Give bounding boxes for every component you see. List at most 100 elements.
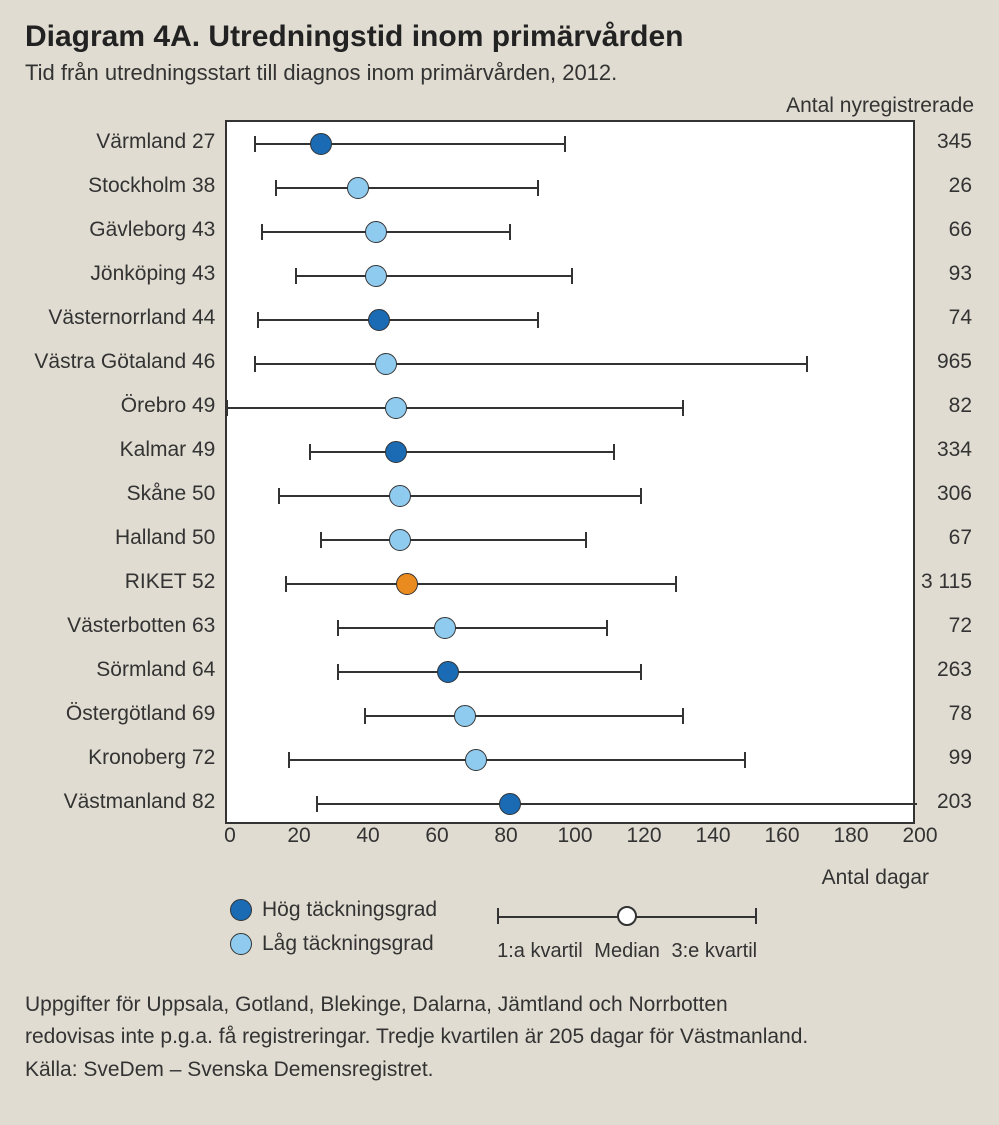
q1-cap bbox=[309, 444, 311, 460]
data-row bbox=[227, 298, 913, 342]
chart-title: Diagram 4A. Utredningstid inom primärvår… bbox=[25, 20, 974, 54]
x-tick: 80 bbox=[494, 824, 517, 848]
data-row bbox=[227, 738, 913, 782]
x-tick: 180 bbox=[833, 824, 868, 848]
whisker bbox=[286, 583, 676, 585]
q3-cap bbox=[806, 356, 808, 372]
whisker bbox=[310, 451, 614, 453]
data-row bbox=[227, 782, 913, 826]
row-count: 66 bbox=[915, 208, 974, 252]
right-column-header: Antal nyregistrerade bbox=[25, 94, 974, 118]
median-dot bbox=[396, 573, 418, 595]
legend-quartile-diagram bbox=[497, 904, 757, 934]
x-axis: 020406080100120140160180200 bbox=[230, 824, 920, 864]
row-count: 3 115 bbox=[915, 560, 974, 604]
whisker bbox=[338, 627, 607, 629]
footnotes: Uppgifter för Uppsala, Gotland, Blekinge… bbox=[25, 991, 974, 1084]
x-tick: 100 bbox=[557, 824, 592, 848]
median-dot bbox=[365, 221, 387, 243]
q3-cap bbox=[640, 664, 642, 680]
x-tick: 120 bbox=[626, 824, 661, 848]
q1-cap bbox=[320, 532, 322, 548]
data-row bbox=[227, 210, 913, 254]
q3-cap bbox=[682, 400, 684, 416]
row-count: 74 bbox=[915, 296, 974, 340]
q3-cap bbox=[744, 752, 746, 768]
plot-area bbox=[225, 120, 915, 824]
row-count: 965 bbox=[915, 340, 974, 384]
q1-cap bbox=[288, 752, 290, 768]
whisker bbox=[296, 275, 572, 277]
x-tick: 60 bbox=[425, 824, 448, 848]
data-row bbox=[227, 694, 913, 738]
data-row bbox=[227, 254, 913, 298]
q3-cap bbox=[613, 444, 615, 460]
row-label: Gävleborg 43 bbox=[25, 208, 225, 252]
q3-cap bbox=[585, 532, 587, 548]
whisker bbox=[289, 759, 744, 761]
row-label: Västra Götaland 46 bbox=[25, 340, 225, 384]
whisker bbox=[321, 539, 587, 541]
row-count: 72 bbox=[915, 604, 974, 648]
median-dot bbox=[389, 529, 411, 551]
median-dot bbox=[389, 485, 411, 507]
q1-cap bbox=[337, 664, 339, 680]
x-tick: 140 bbox=[695, 824, 730, 848]
row-label: Halland 50 bbox=[25, 516, 225, 560]
legend-q3-label: 3:e kvartil bbox=[672, 940, 758, 963]
row-label: Stockholm 38 bbox=[25, 164, 225, 208]
row-label: Västmanland 82 bbox=[25, 780, 225, 824]
median-dot bbox=[437, 661, 459, 683]
legend-high: Hög täckningsgrad bbox=[230, 898, 437, 922]
q3-cap bbox=[606, 620, 608, 636]
row-label: Örebro 49 bbox=[25, 384, 225, 428]
x-tick: 0 bbox=[224, 824, 236, 848]
row-count: 26 bbox=[915, 164, 974, 208]
median-dot bbox=[465, 749, 487, 771]
data-row bbox=[227, 562, 913, 606]
row-label: RIKET 52 bbox=[25, 560, 225, 604]
chart-subtitle: Tid från utredningsstart till diagnos in… bbox=[25, 60, 974, 86]
row-count: 334 bbox=[915, 428, 974, 472]
whisker bbox=[255, 363, 807, 365]
legend-median-icon bbox=[617, 906, 637, 926]
q1-cap bbox=[285, 576, 287, 592]
median-dot bbox=[385, 441, 407, 463]
chart-container: Värmland 27Stockholm 38Gävleborg 43Jönkö… bbox=[25, 120, 974, 824]
row-label: Skåne 50 bbox=[25, 472, 225, 516]
row-count: 82 bbox=[915, 384, 974, 428]
legend-dot-low-icon bbox=[230, 933, 252, 955]
data-row bbox=[227, 474, 913, 518]
whisker bbox=[258, 319, 537, 321]
legend-low-label: Låg täckningsgrad bbox=[262, 932, 434, 956]
median-dot bbox=[347, 177, 369, 199]
row-label: Sörmland 64 bbox=[25, 648, 225, 692]
row-label: Västernorrland 44 bbox=[25, 296, 225, 340]
data-row bbox=[227, 122, 913, 166]
row-label: Östergötland 69 bbox=[25, 692, 225, 736]
data-row bbox=[227, 606, 913, 650]
footnote-line2: redovisas inte p.g.a. få registreringar.… bbox=[25, 1023, 974, 1051]
q1-cap bbox=[226, 400, 228, 416]
legend-q1-label: 1:a kvartil bbox=[497, 940, 583, 963]
data-row bbox=[227, 430, 913, 474]
q3-cap bbox=[571, 268, 573, 284]
legend-dot-high-icon bbox=[230, 899, 252, 921]
row-count: 67 bbox=[915, 516, 974, 560]
footnote-line1: Uppgifter för Uppsala, Gotland, Blekinge… bbox=[25, 991, 974, 1019]
median-dot bbox=[368, 309, 390, 331]
x-axis-label: Antal dagar bbox=[25, 866, 929, 890]
q1-cap bbox=[254, 136, 256, 152]
q1-cap bbox=[261, 224, 263, 240]
q1-cap bbox=[275, 180, 277, 196]
whisker bbox=[227, 407, 682, 409]
row-count: 99 bbox=[915, 736, 974, 780]
q1-cap bbox=[316, 796, 318, 812]
whisker bbox=[279, 495, 641, 497]
x-tick: 20 bbox=[287, 824, 310, 848]
q1-cap bbox=[254, 356, 256, 372]
row-count: 93 bbox=[915, 252, 974, 296]
row-count: 78 bbox=[915, 692, 974, 736]
row-count: 345 bbox=[915, 120, 974, 164]
row-label: Jönköping 43 bbox=[25, 252, 225, 296]
